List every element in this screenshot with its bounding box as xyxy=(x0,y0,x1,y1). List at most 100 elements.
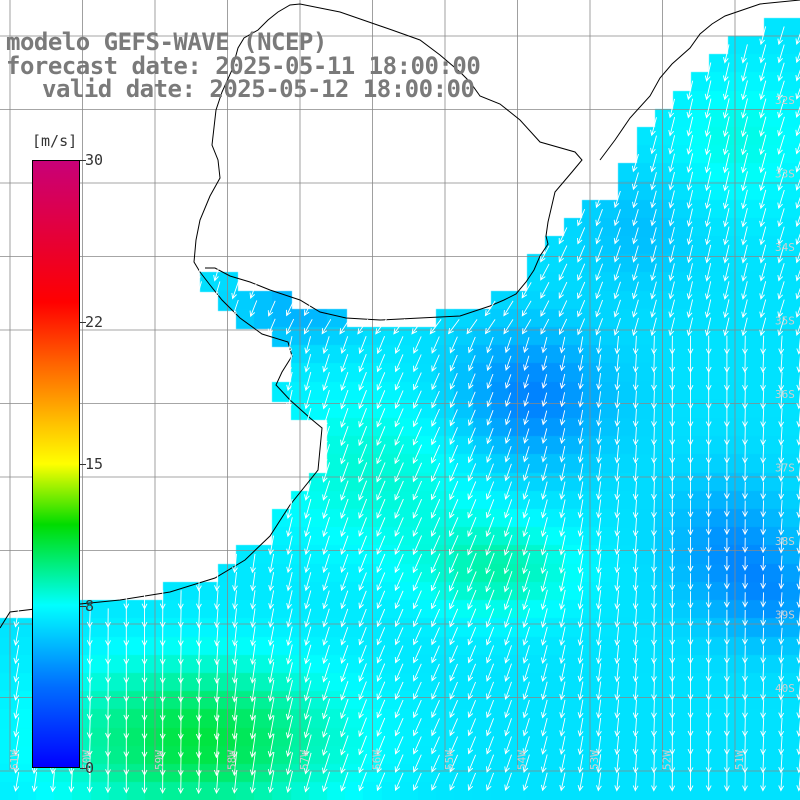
wind-arrow xyxy=(559,373,566,390)
wind-arrow xyxy=(668,227,675,245)
wind-arrow xyxy=(705,353,712,374)
wind-arrow xyxy=(632,772,639,792)
wind-arrow xyxy=(596,717,602,737)
wind-arrow xyxy=(596,663,602,683)
wind-arrow xyxy=(577,263,586,282)
wind-arrow xyxy=(577,245,586,263)
wind-arrow xyxy=(522,570,531,593)
latitude-labels: 32S 33S 34S 35S 36S 37S 38S 39S 40S xyxy=(775,94,795,695)
wind-arrow xyxy=(760,537,767,554)
wind-arrow xyxy=(486,445,494,463)
wind-arrow xyxy=(705,390,712,410)
wind-arrow xyxy=(304,301,313,317)
wind-arrow xyxy=(614,608,621,628)
wind-arrow xyxy=(759,26,767,46)
wind-arrow xyxy=(795,269,800,282)
wind-arrow xyxy=(503,319,514,335)
wind-arrow xyxy=(741,189,748,210)
wind-arrow xyxy=(322,662,330,683)
wind-arrow xyxy=(413,681,422,700)
wind-arrow xyxy=(504,410,512,426)
wind-arrow xyxy=(760,592,767,608)
wind-arrow xyxy=(778,537,785,554)
wind-arrow xyxy=(577,590,584,610)
wind-arrow xyxy=(413,627,422,646)
wind-arrow xyxy=(412,390,422,409)
wind-arrow xyxy=(358,590,367,610)
wind-arrow xyxy=(394,535,404,556)
wind-arrow xyxy=(522,589,531,611)
latitude-label: 39S xyxy=(775,609,795,622)
wind-arrow xyxy=(596,626,602,647)
wind-arrow xyxy=(504,355,512,371)
wind-arrow xyxy=(669,463,676,483)
wind-arrow xyxy=(595,227,603,245)
wind-arrow xyxy=(467,754,477,773)
wind-arrow xyxy=(522,608,531,628)
wind-arrow xyxy=(795,105,800,119)
wind-arrow xyxy=(687,518,694,536)
wind-arrow xyxy=(376,645,386,664)
wind-arrow xyxy=(613,263,621,282)
wind-arrow xyxy=(686,171,694,191)
wind-arrow xyxy=(558,281,568,300)
wind-arrow xyxy=(650,281,657,300)
wind-arrow xyxy=(358,408,367,428)
wind-arrow xyxy=(540,589,548,611)
wind-arrow xyxy=(431,408,440,427)
wind-arrow xyxy=(778,335,785,355)
wind-arrow xyxy=(504,463,512,482)
wind-arrow xyxy=(559,645,566,665)
wind-arrow xyxy=(504,392,512,407)
wind-arrow xyxy=(613,227,621,245)
wind-arrow xyxy=(723,335,730,355)
wind-arrow xyxy=(577,645,584,665)
wind-arrow xyxy=(614,663,621,683)
wind-arrow xyxy=(50,771,56,793)
wind-arrow xyxy=(668,135,676,155)
wind-arrow xyxy=(303,734,312,757)
wind-arrow xyxy=(651,735,657,756)
wind-arrow xyxy=(558,263,568,281)
wind-arrow xyxy=(651,663,657,683)
wind-arrow xyxy=(232,572,238,592)
wind-arrow xyxy=(449,754,459,773)
wind-arrow xyxy=(376,408,386,428)
colorbar-tick-mark xyxy=(80,160,86,161)
wind-arrow xyxy=(651,408,657,428)
wind-arrow xyxy=(668,153,675,173)
wind-arrow xyxy=(467,736,477,755)
wind-arrow xyxy=(376,553,386,574)
wind-arrow xyxy=(521,319,532,335)
wind-arrow xyxy=(760,681,766,701)
wind-arrow xyxy=(723,408,730,428)
wind-arrow xyxy=(376,572,386,592)
wind-arrow xyxy=(577,300,586,318)
wind-arrow xyxy=(523,392,530,407)
wind-arrow xyxy=(394,754,404,773)
wind-arrow xyxy=(559,681,566,701)
wind-arrow xyxy=(651,717,657,738)
wind-arrow xyxy=(322,371,330,392)
wind-arrow xyxy=(686,116,694,137)
wind-arrow xyxy=(614,335,621,355)
wind-arrow xyxy=(123,662,130,684)
wind-arrow xyxy=(632,390,639,409)
wind-arrow xyxy=(722,171,730,192)
wind-arrow xyxy=(431,754,440,773)
wind-arrow xyxy=(449,517,459,538)
wind-arrow xyxy=(486,463,494,482)
wind-arrow xyxy=(559,736,566,755)
wind-arrows xyxy=(13,26,800,795)
wind-arrow xyxy=(669,353,676,373)
wind-arrow xyxy=(778,681,785,701)
wind-arrow xyxy=(777,44,785,64)
wind-arrow xyxy=(650,172,657,191)
wind-arrow xyxy=(376,462,386,483)
wind-arrow xyxy=(394,699,404,719)
latitude-label: 33S xyxy=(775,168,795,181)
wind-arrow xyxy=(705,463,712,482)
wind-arrow xyxy=(467,627,477,646)
wind-arrow xyxy=(778,371,785,392)
wind-arrow xyxy=(486,663,495,682)
